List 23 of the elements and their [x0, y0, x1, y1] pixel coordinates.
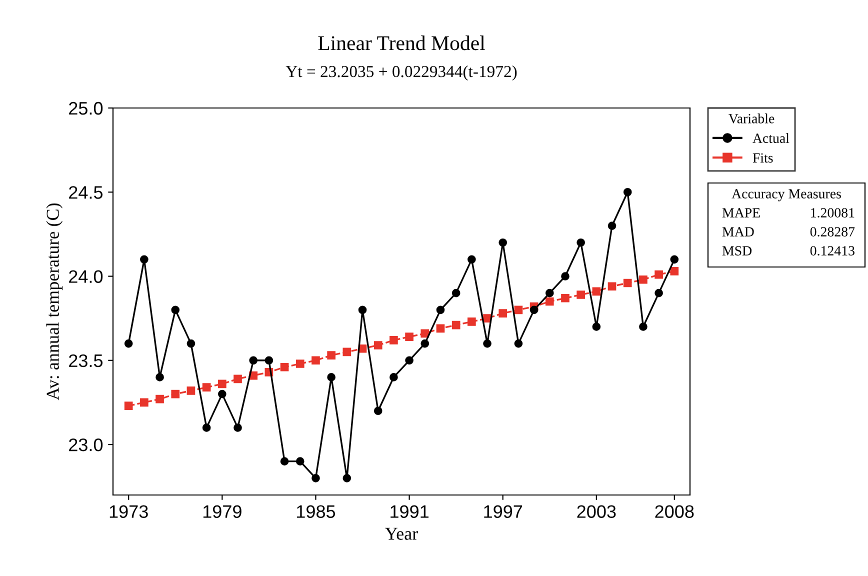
legend-title: Variable: [728, 114, 774, 124]
x-tick-label: 1979: [203, 505, 242, 518]
y-tick-label: 23.5: [69, 354, 103, 368]
y-tick-label: 24.0: [69, 270, 103, 283]
text: Accuracy Measures: [732, 189, 841, 202]
x-tick-label: 1985: [297, 505, 336, 518]
text: MAPE 1.20081: [722, 208, 854, 218]
x-tick-label: 1991: [390, 505, 428, 518]
x-axis-title: Year: [385, 528, 418, 540]
legend-label: Fits: [752, 153, 773, 163]
chart-title: Linear Trend Model: [318, 36, 485, 50]
legend-label: Actual: [752, 133, 790, 143]
y-tick-label: 24.5: [69, 186, 103, 199]
text: MSD 0.12413: [722, 246, 854, 256]
y-tick-label: 25.0: [69, 102, 103, 115]
chart-subtitle: Yt = 23.2035 + 0.0229344(t-1972): [286, 65, 517, 81]
x-tick-label: 1997: [484, 505, 522, 518]
y-axis-title: Av: annual temperature (C): [46, 203, 63, 400]
x-tick-label: 2003: [577, 505, 616, 518]
y-tick-label: 23.0: [69, 438, 103, 452]
text: MAD 0.28287: [722, 227, 855, 237]
x-tick-label: 2008: [655, 505, 694, 518]
x-tick-label: 1973: [110, 505, 148, 518]
